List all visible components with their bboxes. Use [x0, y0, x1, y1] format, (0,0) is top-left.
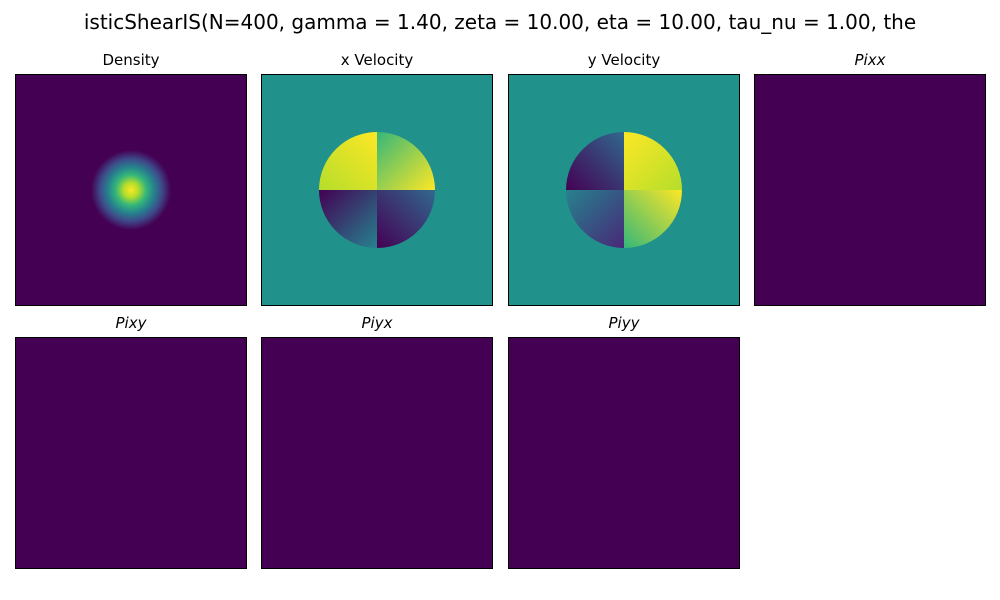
panel-piyx: Piyx [261, 313, 493, 569]
x-velocity-quadrant-bottom-right [377, 190, 435, 248]
panel-y-velocity: y Velocity [508, 50, 740, 306]
panel-title-density: Density [102, 51, 160, 69]
heatmap-piyx [261, 337, 493, 569]
heatmap-pixy [15, 337, 247, 569]
panel-title-y-velocity: y Velocity [587, 51, 661, 69]
heatmap-piyy-image [509, 338, 739, 568]
heatmap-density-image [16, 75, 246, 305]
y-velocity-quadrant-top-right [624, 132, 682, 190]
panel-title-pixy: Pixy [115, 314, 147, 332]
heatmap-density [15, 74, 247, 306]
panel-title-pixx: Pixx [854, 51, 886, 69]
pixx-field [755, 75, 985, 305]
panel-density: Density [15, 50, 247, 306]
x-velocity-quadrant-top-right [377, 132, 435, 190]
panel-pixx: Pixx [754, 50, 986, 306]
heatmap-pixx [754, 74, 986, 306]
heatmap-piyy [508, 337, 740, 569]
heatmap-y-velocity [508, 74, 740, 306]
y-velocity-quadrant-bottom-right [624, 190, 682, 248]
panel-title-piyy: Piyy [608, 314, 640, 332]
heatmap-y-velocity-image [509, 75, 739, 305]
heatmap-piyx-image [262, 338, 492, 568]
panel-pixy: Pixy [15, 313, 247, 569]
y-velocity-quadrant-bottom-left [566, 190, 624, 248]
heatmap-pixy-image [16, 338, 246, 568]
heatmap-x-velocity-image [262, 75, 492, 305]
piyx-field [262, 338, 492, 568]
pixy-field [16, 338, 246, 568]
y-velocity-quadrant-top-left [566, 132, 624, 190]
x-velocity-quadrant-top-left [319, 132, 377, 190]
x-velocity-quadrant-bottom-left [319, 190, 377, 248]
panel-x-velocity: x Velocity [261, 50, 493, 306]
density-blob [91, 150, 171, 230]
heatmap-pixx-image [755, 75, 985, 305]
heatmap-x-velocity [261, 74, 493, 306]
panel-title-x-velocity: x Velocity [340, 51, 414, 69]
piyy-field [509, 338, 739, 568]
panel-title-piyx: Piyx [361, 314, 393, 332]
figure-suptitle: isticShearIS(N=400, gamma = 1.40, zeta =… [83, 10, 917, 34]
panel-piyy: Piyy [508, 313, 740, 569]
